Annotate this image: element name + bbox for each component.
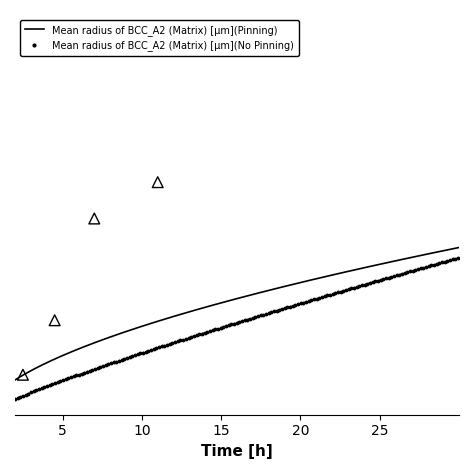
Mean radius of BCC_A2 (Matrix) [μm](Pinning) <box>12 377 18 383</box>
Mean radius of BCC_A2 (Matrix) [μm](No Pinning) <box>376 278 382 283</box>
X-axis label: Time [h]: Time [h] <box>201 444 273 459</box>
Line: Mean radius of BCC_A2 (Matrix) [μm](No Pinning): Mean radius of BCC_A2 (Matrix) [μm](No P… <box>13 255 461 401</box>
Mean radius of BCC_A2 (Matrix) [μm](No Pinning) <box>456 255 462 261</box>
Mean radius of BCC_A2 (Matrix) [μm](No Pinning) <box>223 323 229 329</box>
Mean radius of BCC_A2 (Matrix) [μm](Pinning) <box>276 285 282 291</box>
Point <box>154 178 162 186</box>
Legend: Mean radius of BCC_A2 (Matrix) [μm](Pinning), Mean radius of BCC_A2 (Matrix) [μm: Mean radius of BCC_A2 (Matrix) [μm](Pinn… <box>20 20 299 56</box>
Mean radius of BCC_A2 (Matrix) [μm](No Pinning) <box>12 396 18 402</box>
Mean radius of BCC_A2 (Matrix) [μm](No Pinning) <box>252 314 258 320</box>
Mean radius of BCC_A2 (Matrix) [μm](Pinning) <box>226 298 231 304</box>
Point <box>91 215 98 222</box>
Mean radius of BCC_A2 (Matrix) [μm](Pinning) <box>376 262 382 267</box>
Mean radius of BCC_A2 (Matrix) [μm](Pinning) <box>446 247 451 253</box>
Mean radius of BCC_A2 (Matrix) [μm](No Pinning) <box>276 307 282 313</box>
Line: Mean radius of BCC_A2 (Matrix) [μm](Pinning): Mean radius of BCC_A2 (Matrix) [μm](Pinn… <box>15 247 459 380</box>
Mean radius of BCC_A2 (Matrix) [μm](Pinning) <box>223 299 229 304</box>
Mean radius of BCC_A2 (Matrix) [μm](Pinning) <box>252 291 258 297</box>
Mean radius of BCC_A2 (Matrix) [μm](Pinning) <box>456 245 462 250</box>
Point <box>51 317 58 324</box>
Mean radius of BCC_A2 (Matrix) [μm](No Pinning) <box>446 258 451 264</box>
Point <box>312 0 320 4</box>
Mean radius of BCC_A2 (Matrix) [μm](No Pinning) <box>226 322 231 328</box>
Point <box>19 371 27 379</box>
